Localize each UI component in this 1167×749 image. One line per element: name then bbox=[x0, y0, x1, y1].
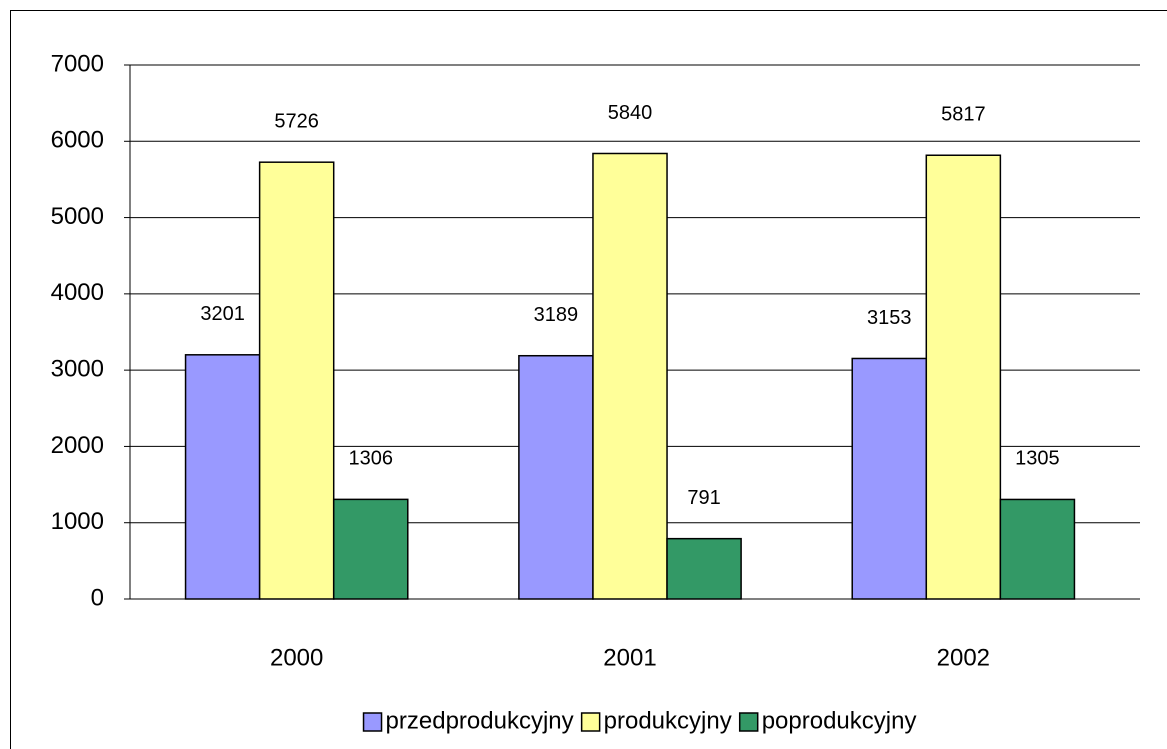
data-label: 791 bbox=[687, 487, 720, 509]
y-tick-label: 1000 bbox=[51, 508, 104, 535]
x-tick-label: 2001 bbox=[603, 644, 656, 671]
y-tick-label: 6000 bbox=[51, 127, 104, 154]
x-tick-label: 2000 bbox=[270, 644, 323, 671]
data-label: 3201 bbox=[200, 303, 245, 325]
bar bbox=[851, 357, 928, 600]
data-label: 5817 bbox=[941, 104, 986, 126]
data-label: 5726 bbox=[274, 110, 319, 132]
bar bbox=[666, 537, 742, 600]
bar bbox=[258, 161, 335, 600]
data-label: 5840 bbox=[608, 102, 653, 124]
y-tick-label: 5000 bbox=[51, 203, 104, 230]
legend-swatch bbox=[362, 712, 383, 732]
bar bbox=[592, 152, 668, 600]
legend-label: produkcyjny bbox=[604, 707, 732, 734]
y-tick-label: 2000 bbox=[51, 432, 104, 459]
legend-label: poprodukcyjny bbox=[762, 707, 917, 734]
x-tick-label: 2002 bbox=[937, 644, 990, 671]
legend-swatch bbox=[738, 712, 759, 732]
y-tick-label: 7000 bbox=[51, 50, 104, 77]
legend-swatch bbox=[580, 712, 601, 732]
bar bbox=[332, 498, 409, 600]
bar bbox=[518, 354, 594, 600]
y-tick-label: 4000 bbox=[51, 279, 104, 306]
data-label: 1305 bbox=[1015, 448, 1060, 470]
legend-label: przedprodukcyjny bbox=[386, 707, 574, 734]
data-label: 3189 bbox=[534, 304, 579, 326]
data-label: 1306 bbox=[348, 448, 393, 470]
y-tick-label: 0 bbox=[91, 584, 104, 611]
bar bbox=[999, 498, 1076, 600]
y-tick-label: 3000 bbox=[51, 355, 104, 382]
data-label: 3153 bbox=[867, 307, 912, 329]
bar bbox=[184, 354, 261, 600]
bar bbox=[925, 154, 1002, 600]
